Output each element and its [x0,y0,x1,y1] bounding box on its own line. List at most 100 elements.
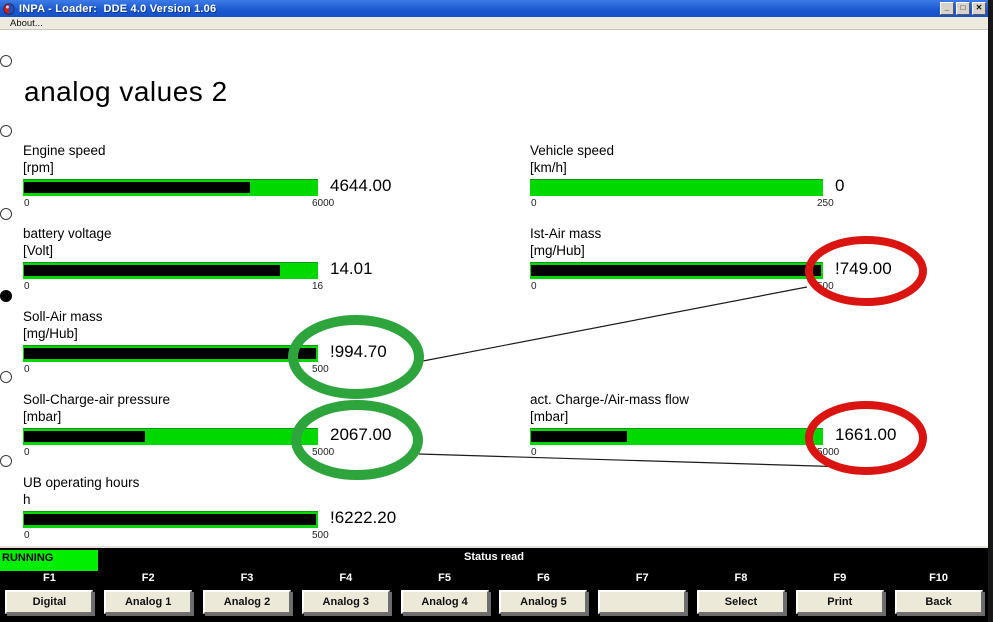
gauge-bar-fill [24,265,280,276]
gauge-scale-max: 500 [312,530,329,541]
group-marker-selected [0,290,12,302]
gauge-bar [23,345,318,362]
f7-empty-button[interactable] [598,590,687,614]
fkey-label-f2: F2 [141,572,155,584]
gauge-scale-min: 0 [24,198,30,209]
client-area: analog values 2 Engine speed [rpm] 4644.00… [0,30,988,546]
fkey-label-f9: F9 [833,572,847,584]
gauge-bar [530,428,823,445]
gauge-value: 0 [835,176,845,195]
fkey-label-f10: F10 [929,572,949,584]
running-status-badge: RUNNING [0,550,98,571]
gauge-bar [23,428,318,445]
gauge-bar-fill [24,514,316,525]
gauge-bar [23,511,318,528]
gauge-label: act. Charge-/Air-mass flow [530,392,690,407]
gauge-value: !6222.20 [330,508,397,527]
page-title: analog values 2 [24,76,228,107]
gauge-bar [23,179,318,196]
print-button[interactable]: Print [795,590,884,614]
menu-item-about[interactable]: About... [10,17,43,29]
gauge-bar-fill [24,348,316,359]
gauge-value: 2067.00 [330,425,392,444]
gauge-scale-max: 5000 [312,447,335,458]
gauge-vehicle-speed: Vehicle speed [km/h] 0 0 250 [530,142,983,209]
gauge-unit: [mbar] [23,409,62,424]
gauge-value: 4644.00 [330,176,392,195]
gauge-soll-charge-air-pressure: Soll-Charge-air pressure [mbar] 2067.00 0 50… [23,391,478,458]
fkey-label-f4: F4 [339,572,353,584]
gauge-scale-max: 6000 [312,198,335,209]
gauge-label: Soll-Charge-air pressure [23,392,171,407]
gauge-scale-min: 0 [531,447,537,458]
gauge-label: Soll-Air mass [23,309,103,324]
gauge-unit: [mg/Hub] [23,326,78,341]
gauge-label: Ist-Air mass [530,226,602,241]
gauge-scale-min: 0 [24,281,30,292]
gauge-unit: [km/h] [530,160,567,175]
group-marker [0,55,12,67]
gauge-battery-voltage: battery voltage [Volt] 14.01 0 16 [23,225,478,292]
close-button[interactable]: ✕ [972,2,986,15]
gauge-value: 14.01 [330,259,373,278]
gauge-bar-fill [531,265,821,276]
maximize-button[interactable]: □ [956,2,970,15]
fkey-label-f8: F8 [734,572,748,584]
gauge-label: battery voltage [23,226,112,241]
gauge-scale-min: 0 [531,281,537,292]
gauge-bar [530,262,823,279]
group-marker [0,371,12,383]
gauge-scale-max: 500 [817,281,834,292]
analog-5-button[interactable]: Analog 5 [499,590,588,614]
gauge-ub-operating-hours: UB operating hours h !6222.20 0 500 [23,474,478,541]
title-bar: INPA - Loader: DDE 4.0 Version 1.06 _ □ … [0,0,988,17]
analog-3-button[interactable]: Analog 3 [301,590,390,614]
group-marker [0,208,12,220]
gauge-act-charge-air-mass-flow: act. Charge-/Air-mass flow [mbar] 1661.00 0… [530,391,983,458]
digital-button[interactable]: Digital [5,590,94,614]
hand-drawn-annotations [288,236,927,480]
gauge-scale-min: 0 [24,447,30,458]
gauge-bar-fill [531,431,627,442]
gauge-unit: [mbar] [530,409,569,424]
gauge-bar [530,179,823,196]
gauge-bar-fill [24,182,250,193]
analog-2-button[interactable]: Analog 2 [202,590,291,614]
group-marker [0,455,12,467]
gauge-unit: h [23,492,31,507]
status-message: Status read [464,551,524,563]
group-marker [0,125,12,137]
connector-pressure-to-flow [418,453,850,468]
minimize-button[interactable]: _ [940,2,954,15]
gauge-scale-max: 5000 [817,447,840,458]
gauge-value: !994.70 [330,342,387,361]
gauge-scale-max: 250 [817,198,834,209]
analog-1-button[interactable]: Analog 1 [104,590,193,614]
gauge-value: 1661.00 [835,425,897,444]
analog-4-button[interactable]: Analog 4 [400,590,489,614]
gauge-scale-min: 0 [531,198,537,209]
gauge-scale-min: 0 [24,530,30,541]
fkey-label-f1: F1 [42,572,56,584]
fkey-label-f7: F7 [635,572,649,584]
window-title: INPA - Loader: DDE 4.0 Version 1.06 [19,2,217,15]
gauge-bar-fill [24,431,145,442]
gauge-value: !749.00 [835,259,892,278]
gauge-engine-speed: Engine speed [rpm] 4644.00 0 6000 [23,142,478,209]
softkey-panel: Status read RUNNING F1 Digital F2 Analog 1 F… [0,546,988,622]
gauge-label: Vehicle speed [530,143,615,158]
gauge-scale-max: 16 [312,281,324,292]
gauge-label: UB operating hours [23,475,140,490]
gauge-bar [23,262,318,279]
fkey-label-f3: F3 [240,572,254,584]
fkey-label-f6: F6 [536,572,550,584]
fkey-label-f5: F5 [438,572,451,584]
back-button[interactable]: Back [894,590,983,614]
gauge-label: Engine speed [23,143,106,158]
gauge-ist-air-mass: Ist-Air mass [mg/Hub] !749.00 0 500 [530,225,983,292]
gauge-scale-min: 0 [24,364,30,375]
select-button[interactable]: Select [696,590,785,614]
connector-soll-to-ist-air-mass [422,286,808,362]
inpa-app-icon [3,2,15,15]
